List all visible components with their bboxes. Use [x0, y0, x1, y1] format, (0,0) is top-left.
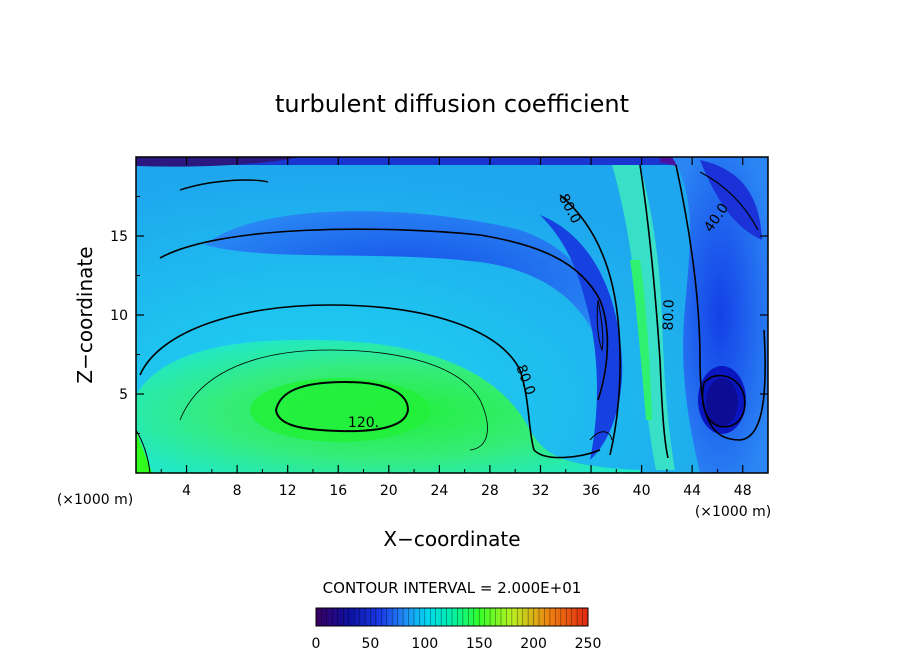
- x-tick-label: 40: [633, 483, 651, 499]
- colorbar-tick-label: 150: [466, 636, 493, 652]
- x-tick-label: 44: [683, 483, 701, 499]
- y-tick-label: 15: [110, 229, 128, 245]
- colorbar-tick-label: 100: [411, 636, 438, 652]
- colorbar-tick-label: 50: [361, 636, 379, 652]
- colorbar-ticks: 0 50 100 150 200 250: [312, 636, 602, 652]
- x-tick-label: 28: [481, 483, 499, 499]
- x-tick-label: 48: [734, 483, 752, 499]
- colorbar-tick-label: 250: [575, 636, 602, 652]
- colorbar-stripes: [321, 608, 583, 626]
- x-tick-label: 36: [582, 483, 600, 499]
- x-axis: 4 8 12 16 20 24 28 32 36 40 44 48: [160, 157, 752, 499]
- x-tick-label: 12: [279, 483, 297, 499]
- x-tick-label: 24: [430, 483, 448, 499]
- x-tick-label: 32: [532, 483, 550, 499]
- y-tick-label: 10: [110, 308, 128, 324]
- y-axis: 5 10 15: [110, 196, 768, 434]
- colorbar-tick-label: 0: [312, 636, 321, 652]
- x-tick-label: 20: [380, 483, 398, 499]
- x-tick-label: 16: [329, 483, 347, 499]
- chart-title: turbulent diffusion coefficient: [275, 90, 629, 118]
- x-tick-label: 8: [233, 483, 242, 499]
- contour-lines: [136, 164, 766, 473]
- colorbar-tick-label: 200: [520, 636, 547, 652]
- x-axis-label: X−coordinate: [383, 527, 520, 551]
- contour-label: 120.: [348, 415, 379, 431]
- y-axis-label: Z−coordinate: [73, 246, 97, 383]
- contour-interval-text: CONTOUR INTERVAL = 2.000E+01: [323, 579, 582, 597]
- x-unit-left: (×1000 m): [57, 492, 133, 508]
- contour-label: 80.0: [661, 299, 678, 331]
- x-unit-right: (×1000 m): [695, 504, 771, 520]
- x-tick-label: 4: [182, 483, 191, 499]
- y-tick-label: 5: [119, 387, 128, 403]
